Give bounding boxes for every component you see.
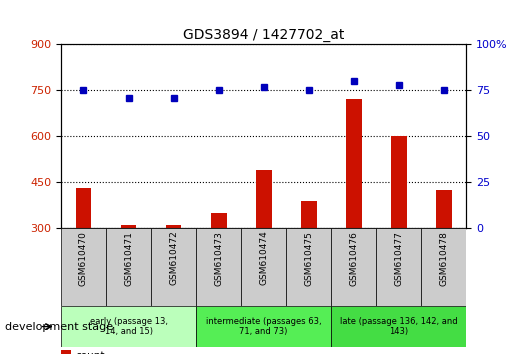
Text: GSM610473: GSM610473: [214, 231, 223, 286]
Text: GSM610474: GSM610474: [259, 231, 268, 285]
Text: GSM610478: GSM610478: [439, 231, 448, 286]
Text: count: count: [75, 351, 104, 354]
Bar: [76, 188, 91, 228]
Bar: [436, 190, 452, 228]
Bar: [196, 306, 331, 347]
Text: intermediate (passages 63,
71, and 73): intermediate (passages 63, 71, and 73): [206, 317, 322, 336]
Bar: [391, 136, 407, 228]
Bar: [196, 228, 241, 306]
Bar: [376, 228, 421, 306]
Bar: [286, 228, 331, 306]
Text: GSM610477: GSM610477: [394, 231, 403, 286]
Text: GSM610471: GSM610471: [124, 231, 133, 286]
Bar: [121, 225, 136, 228]
Text: GSM610472: GSM610472: [169, 231, 178, 285]
Bar: [241, 228, 286, 306]
Bar: [256, 170, 271, 228]
Text: development stage: development stage: [5, 321, 113, 332]
Title: GDS3894 / 1427702_at: GDS3894 / 1427702_at: [183, 28, 344, 42]
Bar: [331, 228, 376, 306]
Bar: [61, 228, 106, 306]
Bar: [301, 201, 316, 228]
Bar: [421, 228, 466, 306]
Text: GSM610470: GSM610470: [79, 231, 88, 286]
Text: early (passage 13,
14, and 15): early (passage 13, 14, and 15): [90, 317, 167, 336]
Text: GSM610475: GSM610475: [304, 231, 313, 286]
Bar: [166, 225, 181, 228]
Bar: [346, 99, 361, 228]
Bar: [106, 228, 151, 306]
Bar: [61, 350, 71, 354]
Text: GSM610476: GSM610476: [349, 231, 358, 286]
Bar: [211, 213, 226, 228]
Bar: [151, 228, 196, 306]
Bar: [61, 306, 196, 347]
Text: late (passage 136, 142, and
143): late (passage 136, 142, and 143): [340, 317, 457, 336]
Bar: [331, 306, 466, 347]
